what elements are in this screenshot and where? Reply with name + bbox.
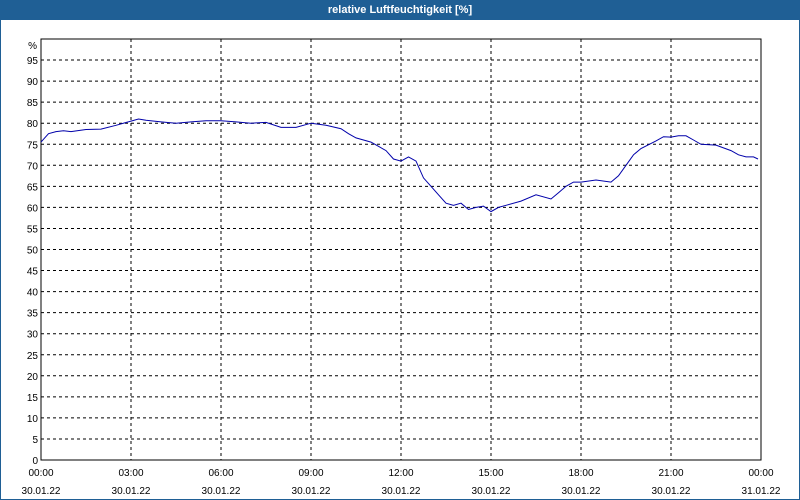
y-tick-label: 25: [27, 351, 39, 362]
x-tick-time-label: 18:00: [568, 468, 593, 479]
x-tick-date-label: 30.01.22: [292, 486, 331, 497]
y-tick-label: 60: [27, 203, 39, 214]
humidity-chart: 0 5 10 15 20 25 30 35 40 45 50 55 60 65 70 75 80 85 90 95 00…: [22, 38, 781, 497]
y-tick-label: 65: [27, 182, 39, 193]
x-tick-date-label: 30.01.22: [472, 486, 511, 497]
x-tick-time-label: 06:00: [208, 468, 233, 479]
x-tick-time-label: 03:00: [118, 468, 143, 479]
y-tick-label: 95: [27, 56, 39, 67]
y-tick-label: 55: [27, 224, 39, 235]
x-tick-date-label: 31.01.22: [742, 486, 781, 497]
y-tick-label: 35: [27, 309, 39, 320]
x-tick-time-label: 15:00: [478, 468, 503, 479]
x-tick-time-label: 00:00: [748, 468, 773, 479]
x-tick-date-label: 30.01.22: [112, 486, 151, 497]
y-tick-label: 10: [27, 414, 39, 425]
y-tick-label: 45: [27, 267, 39, 278]
humidity-series-line: [40, 118, 759, 213]
x-tick-time-label: 09:00: [298, 468, 323, 479]
y-tick-label: 20: [27, 372, 39, 383]
y-tick-label: 70: [27, 161, 39, 172]
y-tick-label: 75: [27, 140, 39, 151]
y-axis-unit-label: %: [28, 41, 37, 52]
y-tick-label: 30: [27, 330, 39, 341]
y-tick-label: 85: [27, 98, 39, 109]
y-tick-label: 90: [27, 77, 39, 88]
axis-labels: 0 5 10 15 20 25 30 35 40 45 50 55 60 65 70 75 80 85 90 95 00…: [22, 56, 781, 497]
y-tick-label: 15: [27, 393, 39, 404]
x-tick-date-label: 30.01.22: [22, 486, 61, 497]
y-tick-label: 0: [32, 456, 38, 467]
x-tick-date-label: 30.01.22: [382, 486, 421, 497]
y-tick-label: 40: [27, 288, 39, 299]
x-tick-time-label: 21:00: [658, 468, 683, 479]
y-tick-label: 5: [32, 435, 38, 446]
x-tick-date-label: 30.01.22: [202, 486, 241, 497]
x-tick-date-label: 30.01.22: [652, 486, 691, 497]
grid-lines: [41, 39, 761, 460]
y-tick-label: 50: [27, 246, 39, 257]
x-tick-time-label: 12:00: [388, 468, 413, 479]
chart-title: relative Luftfeuchtigkeit [%]: [1, 1, 799, 20]
x-tick-time-label: 00:00: [28, 468, 53, 479]
x-tick-date-label: 30.01.22: [562, 486, 601, 497]
y-tick-label: 80: [27, 119, 39, 130]
